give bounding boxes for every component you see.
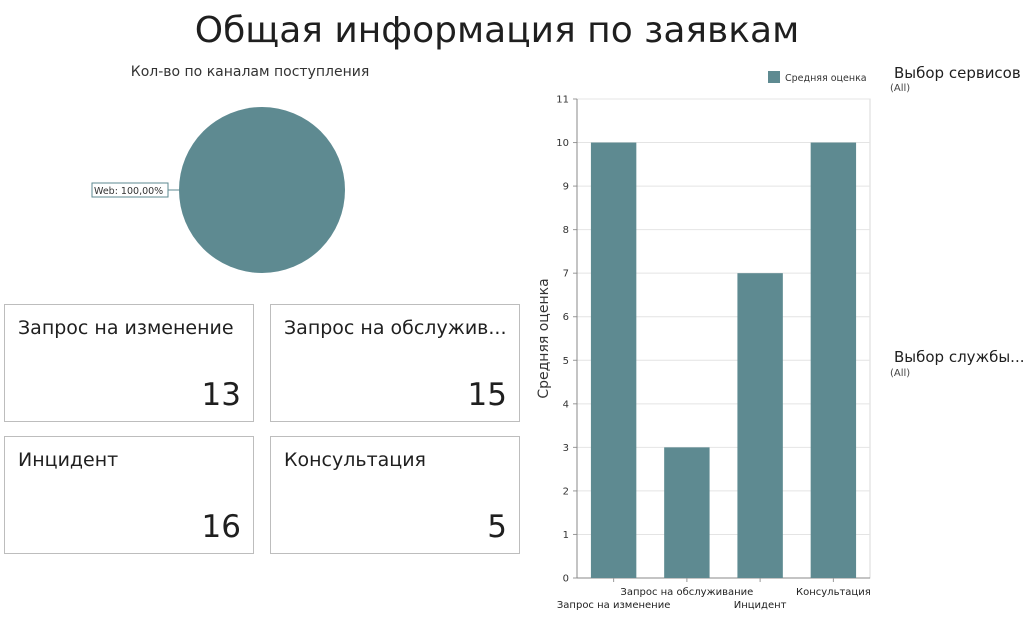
- x-tick-label: Консультация: [796, 587, 871, 598]
- card-label: Запрос на изменение: [18, 317, 234, 339]
- pie-label-box: [91, 182, 169, 198]
- filter-department-value[interactable]: (All): [890, 368, 911, 379]
- pie-slice-label: Web: 100,00%: [94, 186, 163, 197]
- filter-department-title[interactable]: Выбор службы...: [894, 348, 1024, 366]
- y-tick-label: 5: [563, 356, 569, 367]
- legend-swatch: [768, 71, 780, 83]
- bar[interactable]: [810, 142, 857, 578]
- y-tick-label: 3: [563, 443, 569, 454]
- pie-slice-web[interactable]: [179, 107, 345, 273]
- bar[interactable]: [590, 142, 637, 578]
- card-change-request[interactable]: Запрос на изменение 13: [4, 304, 254, 422]
- y-tick-label: 8: [563, 225, 569, 236]
- x-tick-label: Запрос на обслуживание: [620, 587, 753, 598]
- y-tick-label: 0: [563, 574, 569, 585]
- card-value: 16: [201, 509, 241, 545]
- y-tick-label: 6: [563, 312, 569, 323]
- legend-label: Средняя оценка: [785, 73, 867, 84]
- y-axis-title: Средняя оценка: [536, 278, 552, 398]
- card-value: 15: [467, 377, 507, 413]
- y-tick-label: 4: [563, 399, 569, 410]
- x-tick-label: Запрос на изменение: [557, 600, 670, 611]
- filter-services-title[interactable]: Выбор сервисов: [894, 64, 1021, 82]
- card-value: 13: [201, 377, 241, 413]
- card-service-request[interactable]: Запрос на обслужив... 15: [270, 304, 520, 422]
- bar[interactable]: [737, 273, 783, 578]
- card-incident[interactable]: Инцидент 16: [4, 436, 254, 554]
- y-tick-label: 9: [563, 182, 569, 193]
- card-consultation[interactable]: Консультация 5: [270, 436, 520, 554]
- y-tick-label: 7: [563, 269, 569, 280]
- y-tick-label: 11: [556, 95, 569, 106]
- x-tick-label: Инцидент: [734, 600, 787, 611]
- card-label: Консультация: [284, 449, 426, 471]
- card-value: 5: [487, 509, 507, 545]
- page-title: Общая информация по заявкам: [194, 10, 800, 51]
- y-tick-label: 1: [563, 530, 569, 541]
- y-tick-label: 2: [563, 486, 569, 497]
- card-label: Запрос на обслужив...: [284, 317, 507, 339]
- y-tick-label: 10: [556, 138, 569, 149]
- bar[interactable]: [664, 447, 710, 578]
- pie-chart-title: Кол-во по каналам поступления: [130, 64, 370, 80]
- card-label: Инцидент: [18, 449, 119, 471]
- bar-chart[interactable]: 0 1 2 3 4 5 6 7 8 9 10 11 Запрос на изменение Запрос …: [530, 62, 880, 622]
- filter-services-value[interactable]: (All): [890, 83, 911, 94]
- pie-chart[interactable]: Web: 100,00%: [80, 84, 420, 284]
